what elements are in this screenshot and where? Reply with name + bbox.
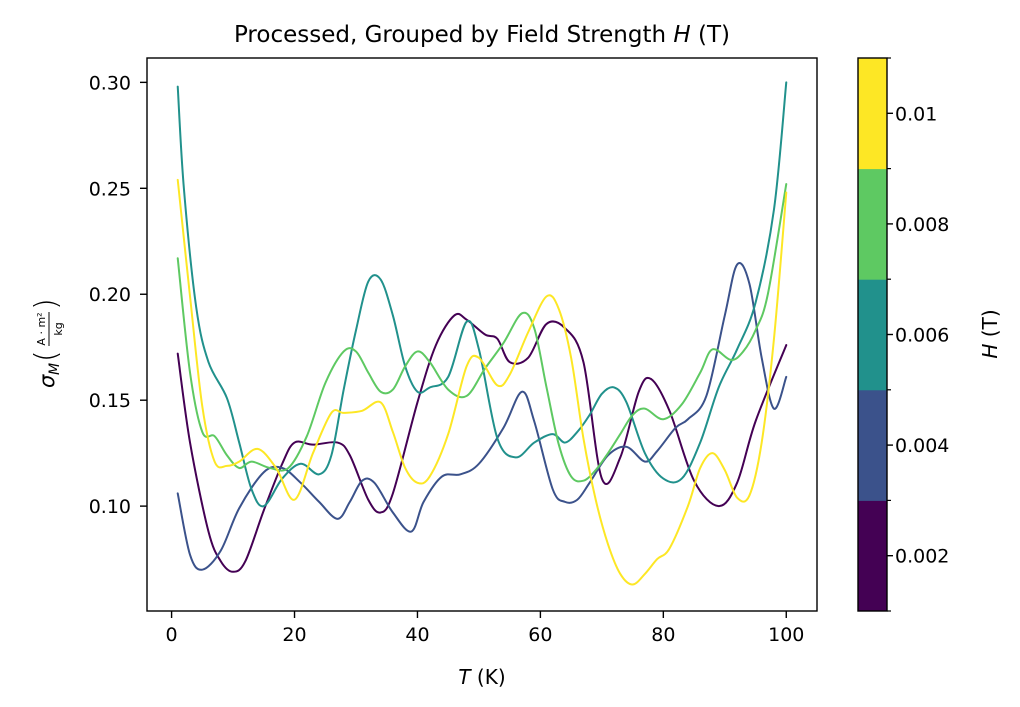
series-line-h-0_01 — [176, 178, 788, 586]
chart-title-prefix: Processed, Grouped by Field Strength — [234, 22, 673, 48]
colorbar-segment-0_002 — [858, 500, 887, 612]
colorbar-segment-0_006 — [858, 279, 887, 391]
colorbar-tick-label: 0.01 — [895, 103, 937, 125]
y-axis-label-paren-right: ) — [29, 298, 64, 310]
y-axis-label-symbol: σ — [35, 374, 59, 388]
x-tick-label: 20 — [282, 624, 306, 646]
plot-frame — [146, 57, 818, 612]
colorbar-segment-0_008 — [858, 168, 887, 280]
chart-title-suffix: (T) — [691, 22, 730, 48]
colorbar: 0.002 0.004 0.006 0.008 0.01 — [857, 57, 949, 612]
x-axis-label-var: T — [458, 665, 472, 689]
colorbar-tick-label: 0.002 — [895, 546, 949, 568]
y-tick-label: 0.10 — [89, 496, 131, 518]
x-axis: 0 20 40 60 80 100 — [166, 611, 804, 646]
x-axis-label: T (K) — [458, 665, 505, 689]
y-tick-label: 0.15 — [89, 390, 131, 412]
y-axis-label-paren-left: ( — [29, 350, 64, 362]
series-layer — [176, 81, 788, 586]
y-axis: 0.10 0.15 0.20 0.25 0.30 — [89, 72, 147, 518]
x-tick-label: 100 — [768, 624, 804, 646]
colorbar-segment-0_004 — [858, 389, 887, 501]
x-axis-label-unit: (K) — [471, 665, 506, 689]
colorbar-label: H (T) — [978, 309, 1002, 358]
chart-title: Processed, Grouped by Field Strength H (… — [234, 22, 730, 48]
y-axis-label: σ M ( A · m² kg ) — [29, 298, 65, 388]
y-axis-label-numerator: A · m² — [35, 312, 48, 345]
colorbar-label-var: H — [978, 344, 1002, 359]
colorbar-tick-label: 0.006 — [895, 325, 949, 347]
x-tick-label: 0 — [166, 624, 178, 646]
y-tick-label: 0.25 — [89, 178, 131, 200]
x-tick-label: 40 — [405, 624, 429, 646]
series-line-h-0_006 — [176, 81, 788, 508]
series-line-h-0_008 — [176, 183, 788, 483]
y-tick-label: 0.20 — [89, 284, 131, 306]
y-tick-label: 0.30 — [89, 72, 131, 94]
x-tick-label: 80 — [651, 624, 675, 646]
colorbar-segment-0_01 — [858, 58, 887, 170]
chart-title-var: H — [673, 22, 690, 48]
y-axis-label-subscript: M — [47, 363, 63, 375]
colorbar-label-unit: (T) — [978, 309, 1002, 343]
colorbar-frame — [857, 57, 888, 612]
x-tick-label: 60 — [528, 624, 552, 646]
y-axis-label-denominator: kg — [52, 322, 65, 335]
colorbar-tick-label: 0.008 — [895, 214, 949, 236]
colorbar-tick-label: 0.004 — [895, 435, 949, 457]
series-line-h-0_002 — [176, 312, 788, 573]
